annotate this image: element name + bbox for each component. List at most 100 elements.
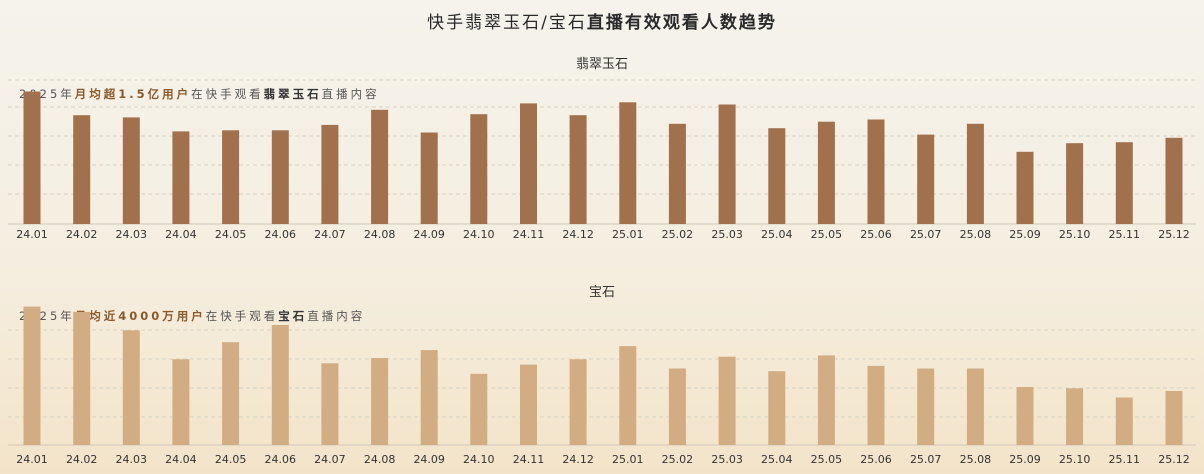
gem-subtitle-category: 宝石: [278, 309, 308, 323]
gem-bar-25.03: [718, 356, 736, 445]
jade-bar-25.12: [1165, 137, 1183, 224]
gem-bar-25.07: [917, 368, 935, 445]
jade-bar-25.05: [817, 121, 835, 224]
gem-subtitle-suffix: 直播内容: [307, 309, 366, 323]
jade-x-tick-label: 24.08: [364, 228, 396, 240]
jade-bar-25.07: [917, 134, 935, 224]
jade-subtitle-middle: 在快手观看: [191, 87, 264, 101]
jade-x-tick-label: 24.05: [215, 228, 247, 240]
gem-x-tick-label: 24.03: [116, 453, 148, 466]
gem-bar-24.01: [23, 306, 41, 445]
jade-x-tick-label: 24.11: [513, 228, 545, 240]
page-title: 快手翡翠玉石/宝石直播有效观看人数趋势: [0, 8, 1204, 33]
gem-bar-25.08: [966, 368, 984, 445]
gem-bar-24.03: [122, 330, 140, 445]
gem-x-tick-label: 24.09: [413, 453, 445, 466]
jade-bar-24.02: [73, 115, 91, 224]
jade-bar-chart: 24.01 24.02 24.03 24.04 24.05 24.06 24.07 24.08…: [8, 79, 1196, 240]
jade-x-tick-label: 24.06: [265, 228, 297, 240]
gem-bar-25.02: [668, 368, 686, 445]
gem-x-tick-label: 25.02: [662, 453, 694, 466]
jade-x-tick-label: 24.03: [116, 228, 148, 240]
jade-bar-24.06: [271, 130, 289, 224]
gem-bar-25.11: [1115, 397, 1133, 445]
jade-panel-title: 翡翠玉石: [575, 57, 628, 72]
title-bold-part: 直播有效观看人数趋势: [586, 13, 777, 33]
gem-x-tick-label: 24.10: [463, 453, 495, 466]
jade-bar-25.10: [1066, 143, 1084, 224]
gem-x-tick-label: 25.12: [1158, 453, 1190, 466]
gem-bar-24.11: [520, 364, 537, 445]
jade-x-tick-label: 25.04: [761, 228, 793, 240]
gem-subtitle-middle: 在快手观看: [205, 309, 279, 323]
gem-bar-25.09: [1016, 387, 1034, 445]
gem-bar-25.05: [817, 355, 835, 445]
jade-bar-25.09: [1016, 151, 1034, 224]
jade-bar-24.08: [371, 109, 389, 224]
jade-x-tick-label: 25.10: [1059, 228, 1091, 240]
jade-bar-25.06: [867, 119, 885, 224]
jade-x-tick-label: 24.02: [66, 228, 98, 240]
gem-x-tick-label: 25.01: [612, 453, 644, 466]
jade-x-tick-label: 25.06: [860, 228, 892, 240]
gem-x-tick-label: 24.02: [66, 453, 98, 466]
gem-bar-25.04: [768, 371, 786, 445]
jade-x-tick-label: 25.05: [811, 228, 843, 240]
gem-x-tick-label: 24.11: [513, 453, 545, 466]
gem-bar-25.06: [867, 365, 885, 445]
gem-x-tick-label: 24.06: [265, 453, 297, 466]
gem-panel-title: 宝石: [588, 285, 615, 300]
jade-x-tick-label: 25.03: [711, 228, 743, 240]
jade-x-tick-label: 24.10: [463, 228, 495, 240]
gem-bar-24.10: [470, 373, 488, 445]
gem-bar-chart: 24.01 24.02 24.03 24.04 24.05 24.06 24.07 24.08…: [8, 306, 1196, 466]
gem-x-tick-label: 25.07: [910, 453, 942, 466]
gem-bar-24.09: [420, 350, 438, 445]
jade-bar-24.05: [222, 130, 240, 224]
jade-x-tick-label: 24.07: [314, 228, 346, 240]
gem-x-tick-label: 25.10: [1059, 453, 1091, 466]
gem-bar-25.10: [1066, 388, 1084, 445]
gem-x-tick-label: 25.11: [1109, 453, 1141, 466]
gem-subtitle-highlight: 月均近4000万用户: [74, 309, 206, 323]
jade-bar-25.02: [668, 123, 686, 224]
jade-x-tick-label: 25.02: [662, 228, 694, 240]
gem-x-tick-label: 25.03: [711, 453, 743, 466]
jade-x-tick-label: 25.12: [1158, 228, 1190, 240]
jade-x-tick-label: 25.01: [612, 228, 644, 240]
gem-bar-25.12: [1165, 391, 1183, 445]
jade-x-tick-label: 24.01: [16, 228, 48, 240]
jade-subtitle-category: 翡翠玉石: [263, 87, 322, 101]
gem-x-tick-label: 25.06: [860, 453, 892, 466]
gem-bar-24.05: [222, 342, 240, 445]
jade-x-tick-label: 25.08: [960, 228, 992, 240]
gem-bar-24.06: [271, 325, 289, 445]
title-platform-part: 快手翡翠玉石/宝石: [427, 13, 587, 33]
gem-bar-24.07: [321, 363, 339, 445]
gem-bar-24.02: [73, 311, 91, 445]
gem-bar-24.12: [569, 359, 587, 445]
jade-bar-25.08: [966, 123, 984, 224]
gem-x-tick-label: 24.04: [165, 453, 197, 466]
gem-x-tick-label: 25.05: [811, 453, 843, 466]
gem-x-tick-label: 24.08: [364, 453, 396, 466]
jade-bar-24.07: [321, 124, 339, 224]
jade-bar-24.03: [122, 117, 140, 224]
jade-bar-25.03: [718, 104, 736, 224]
jade-x-tick-label: 24.12: [562, 228, 594, 240]
gem-bar-25.01: [619, 346, 637, 445]
jade-bar-24.11: [520, 103, 537, 224]
gem-bar-24.08: [371, 358, 389, 445]
jade-subtitle-highlight: 月均超1.5亿用户: [74, 87, 192, 101]
jade-bar-24.01: [23, 91, 41, 224]
gem-x-tick-label: 24.01: [16, 453, 48, 466]
gem-x-tick-label: 25.04: [761, 453, 793, 466]
gem-x-tick-label: 24.12: [562, 453, 594, 466]
jade-x-tick-label: 25.09: [1009, 228, 1041, 240]
jade-bar-25.11: [1115, 142, 1133, 224]
jade-bar-24.12: [569, 115, 587, 224]
jade-bar-25.04: [768, 128, 786, 224]
jade-x-tick-label: 25.07: [910, 228, 942, 240]
jade-subtitle-suffix: 直播内容: [321, 87, 380, 101]
jade-bar-24.10: [470, 114, 488, 224]
